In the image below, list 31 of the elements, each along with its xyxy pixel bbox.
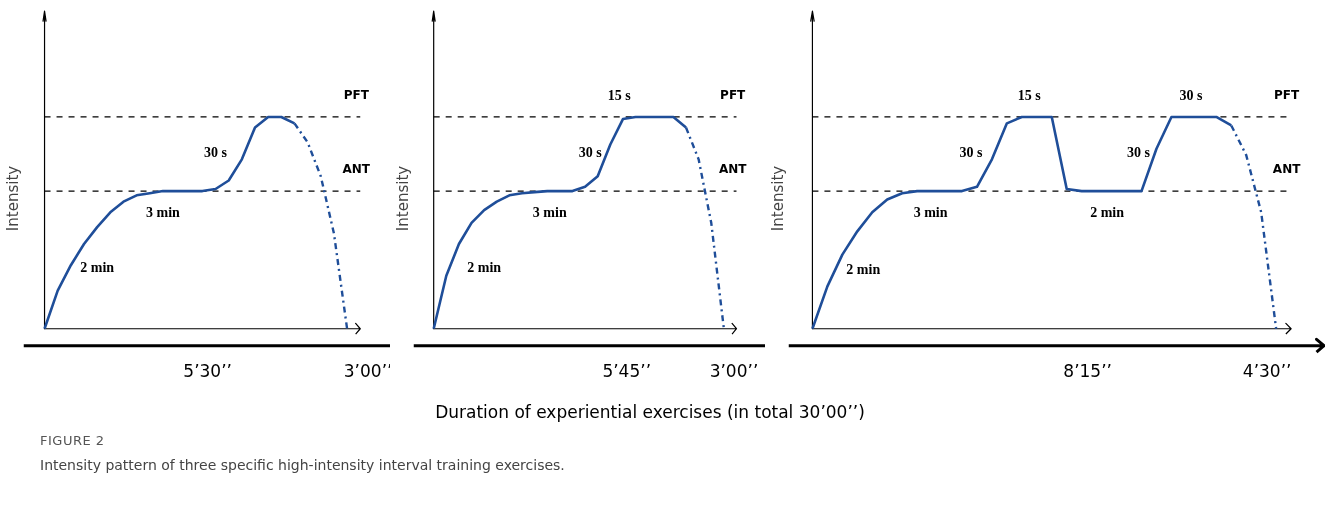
annotation: 30 s: [578, 145, 603, 161]
text: 15 s: [1017, 88, 1042, 104]
annotation: 30 s: [1127, 145, 1151, 161]
text: 5’45’’: [602, 361, 652, 382]
text: 4’30’’: [1242, 361, 1292, 382]
annotation: 2 min: [467, 259, 502, 275]
ref-line-label: ANT: [1272, 162, 1302, 177]
text: 5’30’’: [183, 361, 232, 382]
annotation: 2 min: [1090, 204, 1125, 220]
ref-line-label: PFT: [1274, 88, 1301, 103]
annotation: 3 min: [532, 204, 567, 220]
ref-line-label: PFT: [343, 88, 370, 103]
ref-line-label: PFT: [720, 88, 747, 103]
y-axis-title: Intensity: [393, 165, 412, 232]
x-axis-title: Duration of experiential exercises (in total 30’00’’): [434, 401, 866, 424]
annotation: 30 s: [204, 145, 228, 161]
text: FIGURE 2: [40, 432, 106, 450]
text: 3’00’’: [709, 361, 759, 382]
ref-line-label: ANT: [342, 162, 371, 177]
annotation: 2 min: [846, 261, 881, 277]
y-axis-title: Intensity: [768, 165, 787, 232]
text: 15 s: [607, 88, 632, 104]
annotation: 3 min: [913, 204, 948, 220]
text: 30 s: [1179, 88, 1203, 104]
text: 8’15’’: [1063, 361, 1113, 382]
y-axis-title: Intensity: [3, 165, 22, 232]
annotation: 30 s: [959, 145, 984, 161]
annotation: 3 min: [146, 204, 181, 220]
annotation: 2 min: [80, 259, 115, 275]
text: Intensity pattern of three specific high-intensity interval training exercises.: [40, 455, 565, 475]
ref-line-label: ANT: [718, 162, 748, 177]
